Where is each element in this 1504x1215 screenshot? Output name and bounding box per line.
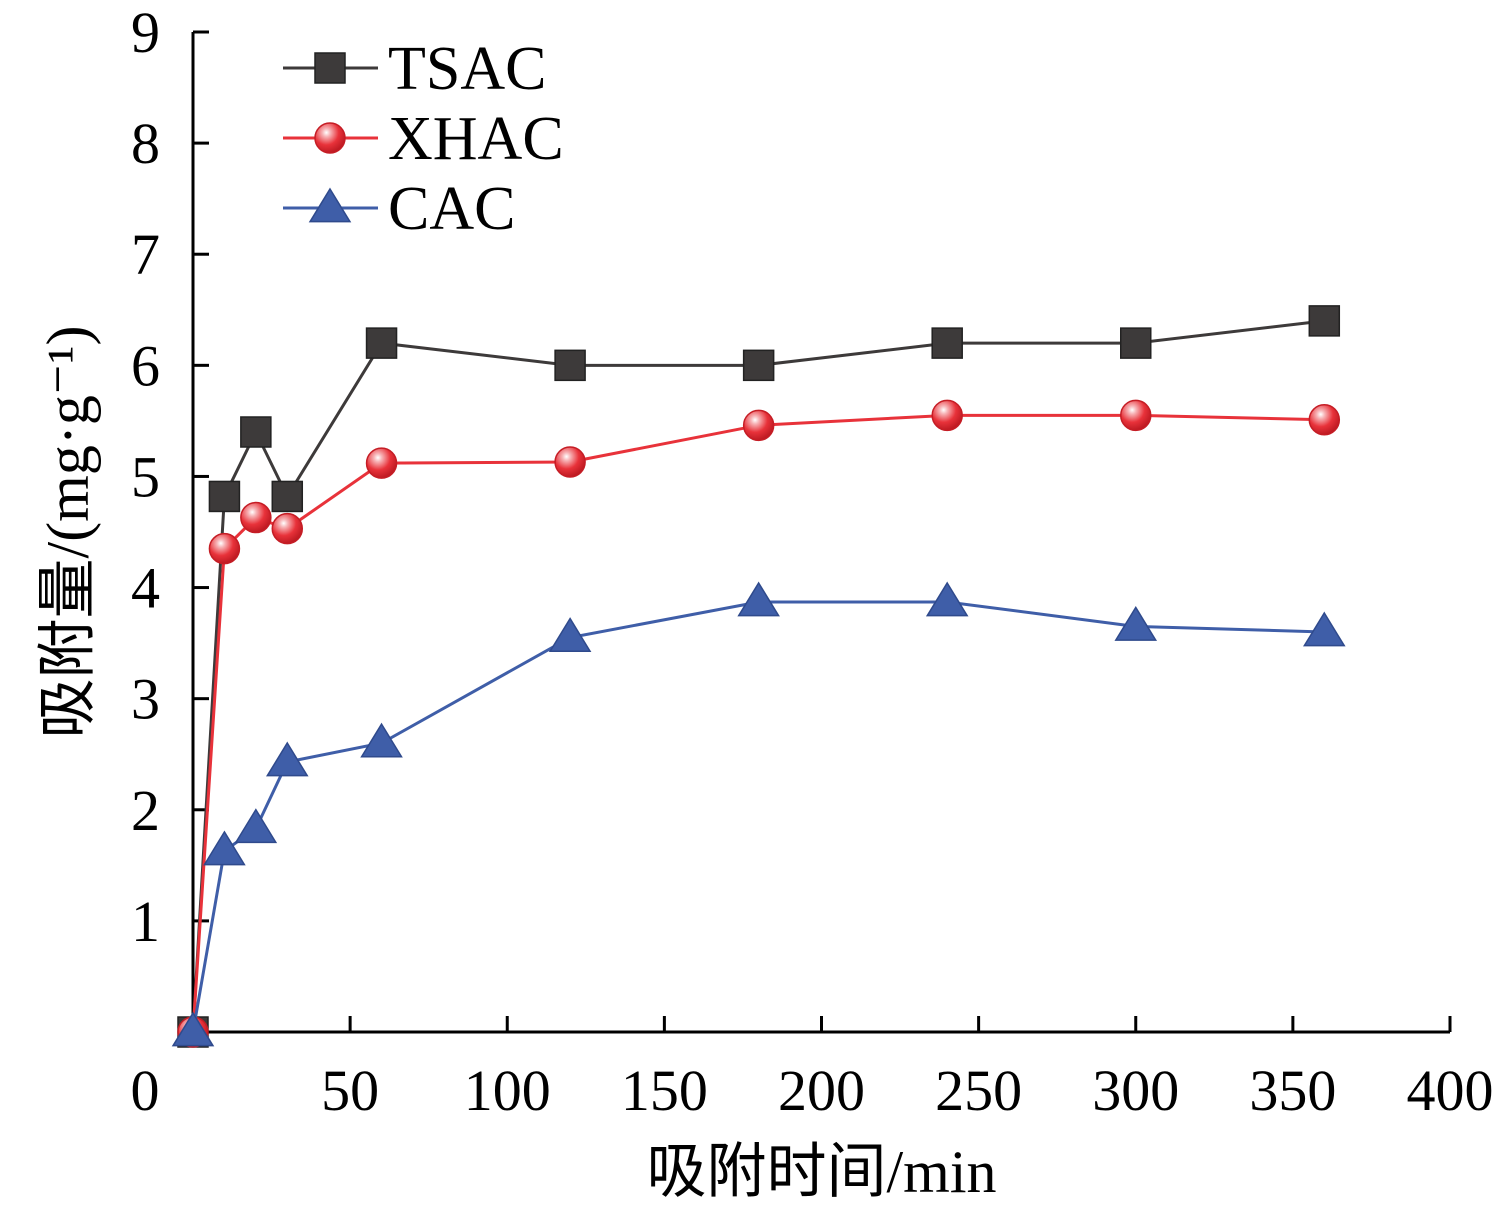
point-tsac [1308, 305, 1341, 337]
point-cac [265, 741, 309, 777]
point-tsac [931, 327, 963, 359]
y-tick-label: 5 [131, 444, 160, 509]
point-xhac [931, 399, 963, 432]
x-axis-title: 吸附时间/min [646, 1139, 996, 1205]
point-tsac [208, 480, 241, 513]
legend-label-xhac: XHAC [388, 105, 564, 173]
y-axis-title: 吸附量/(mg·g⁻¹) [35, 326, 101, 739]
point-tsac [271, 480, 304, 513]
point-cac [1114, 606, 1158, 641]
legend-label-tsac: TSAC [388, 35, 546, 103]
x-tick-label: 250 [935, 1058, 1022, 1123]
x-tick-label: 200 [778, 1058, 865, 1123]
y-tick-label: 8 [131, 111, 160, 176]
legend-marker-tsac [314, 52, 346, 84]
point-xhac [365, 447, 398, 479]
point-xhac [742, 409, 775, 442]
series-cac [171, 581, 1346, 1047]
y-tick-label: 7 [131, 222, 160, 287]
x-tick-label: 0 [131, 1058, 160, 1123]
point-cac [360, 722, 403, 758]
y-tick-label: 9 [131, 0, 160, 65]
legend-marker-xhac [314, 122, 346, 154]
axes: 0 50 100 150 200 250 300 350 400 1 2 3 4 5 6 7 8 9 [131, 0, 1494, 1123]
y-tick-label: 6 [131, 333, 160, 398]
series-line-cac [191, 600, 1325, 1033]
legend-label-cac: CAC [388, 175, 515, 243]
x-tick-label: 300 [1092, 1058, 1179, 1123]
point-tsac [742, 349, 775, 382]
point-tsac [1120, 327, 1152, 359]
series-line-xhac [191, 413, 1325, 1033]
legend-marker-cac [308, 187, 352, 223]
y-tick-label: 4 [131, 556, 160, 621]
point-cac [234, 808, 278, 844]
x-tick-label: 50 [321, 1058, 379, 1123]
point-cac [1303, 611, 1346, 647]
y-tick-label: 1 [131, 889, 160, 954]
point-cac [737, 581, 780, 617]
y-tick-label: 2 [131, 778, 160, 843]
point-xhac [271, 512, 304, 545]
series-xhac [177, 399, 1341, 1048]
x-tick-label: 100 [464, 1058, 551, 1123]
x-tick-label: 350 [1249, 1058, 1336, 1123]
y-tick-label: 3 [131, 667, 160, 732]
point-xhac [1308, 404, 1341, 436]
legend-item-tsac: TSAC [283, 35, 546, 103]
legend-item-xhac: XHAC [283, 105, 564, 173]
point-xhac [208, 532, 241, 565]
point-tsac [240, 416, 272, 448]
point-xhac [1120, 399, 1152, 432]
point-cac [925, 581, 969, 617]
point-xhac [240, 501, 272, 534]
point-tsac [365, 327, 398, 359]
point-cac [171, 1011, 215, 1047]
series-line-tsac [191, 319, 1325, 1033]
point-xhac [554, 446, 586, 478]
point-cac [203, 830, 246, 866]
x-tick-label: 400 [1407, 1058, 1494, 1123]
point-tsac [554, 349, 586, 382]
series-layer [171, 305, 1346, 1048]
legend-item-cac: CAC [283, 175, 515, 243]
x-tick-label: 150 [621, 1058, 708, 1123]
point-cac [548, 617, 592, 652]
